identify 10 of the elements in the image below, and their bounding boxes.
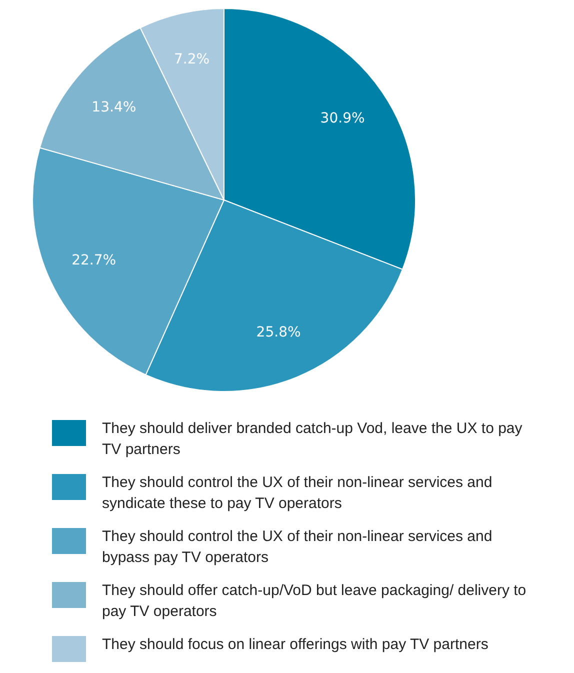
- data-label: 13.4%: [92, 99, 136, 116]
- legend-label: They should control the UX of their non-linear services and syndicate these to pay TV operators: [102, 473, 494, 514]
- legend-label: They should deliver branded catch-up Vod, leave the UX to pay TV partners: [102, 419, 524, 460]
- legend-label: They should focus on linear offerings with pay TV partners: [102, 635, 490, 655]
- data-label: 30.9%: [320, 110, 365, 127]
- legend-label: They should offer catch-up/VoD but leave packaging/ delivery to pay TV operators: [102, 581, 528, 622]
- data-label: 22.7%: [72, 252, 116, 268]
- data-label: 7.2%: [174, 52, 210, 68]
- data-label: 25.8%: [256, 324, 301, 341]
- legend-label: They should control the UX of their non-linear services and bypass pay TV operators: [102, 527, 494, 568]
